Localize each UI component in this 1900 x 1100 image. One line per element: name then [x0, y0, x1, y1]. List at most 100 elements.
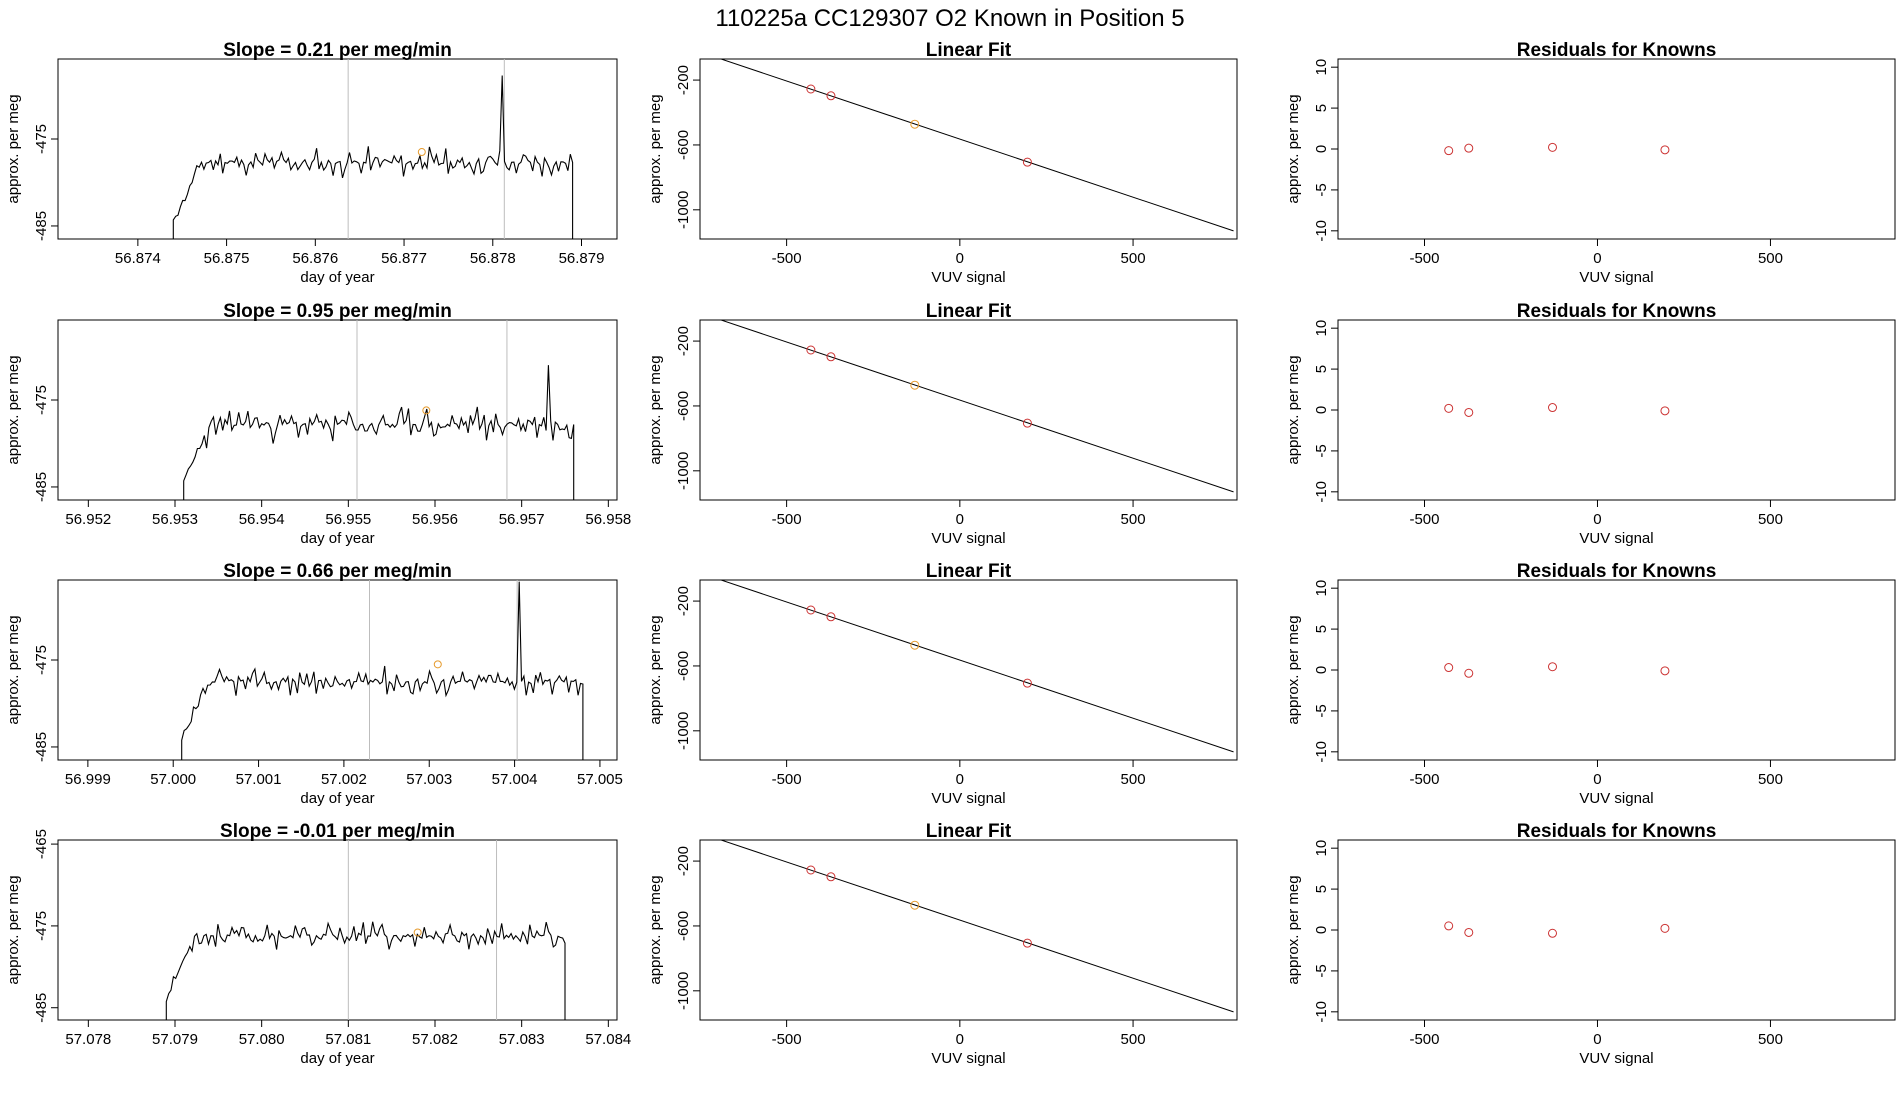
plot-area	[1444, 662, 1670, 678]
x-tick-label: 57.083	[499, 1031, 545, 1048]
known-point	[826, 352, 836, 362]
known-point	[1022, 418, 1032, 428]
known-point	[1547, 928, 1557, 938]
plot-title: Linear Fit	[926, 301, 1012, 322]
y-axis-label: approx. per meg	[647, 615, 664, 724]
x-axis-label: day of year	[300, 530, 374, 547]
x-tick-label: 56.879	[559, 250, 605, 267]
x-tick-label: 57.082	[412, 1031, 458, 1048]
y-tick-label: -200	[675, 65, 692, 95]
known-point	[1547, 142, 1557, 152]
plot-title: Slope = 0.95 per meg/min	[223, 301, 452, 322]
y-axis-label: approx. per meg	[5, 355, 22, 464]
x-tick-label: 500	[1121, 250, 1146, 267]
plot-title: Residuals for Knowns	[1517, 561, 1717, 582]
known-point	[806, 345, 816, 355]
y-tick-label: -5	[1313, 444, 1330, 457]
panel-fit-row-2: Linear Fit -500 0 500 -1000 -600 -200 VUV signa…	[647, 301, 1238, 547]
x-tick-label: 57.005	[577, 771, 623, 788]
y-tick-label: -475	[33, 124, 50, 154]
x-tick-label: 57.001	[236, 771, 282, 788]
x-tick-label: 0	[956, 511, 964, 528]
x-tick-label: 56.999	[65, 771, 111, 788]
x-tick-label: 500	[1758, 250, 1783, 267]
panel-fit-row-4: Linear Fit -500 0 500 -1000 -600 -200 VUV signa…	[647, 821, 1238, 1067]
y-tick-label: 10	[1313, 580, 1330, 597]
plot-frame	[57, 319, 618, 501]
known-point	[1660, 406, 1670, 416]
plot-title: Linear Fit	[926, 821, 1012, 842]
x-tick-label: 56.956	[412, 511, 458, 528]
panel-drift-row-3: Slope = 0.66 per meg/min 56.999 57.000 57.0…	[5, 561, 623, 807]
x-tick-label: 56.952	[65, 511, 111, 528]
plot-frame	[699, 319, 1238, 501]
page-title: 110225a CC129307 O2 Known in Position 5	[715, 5, 1184, 32]
plot-area	[183, 320, 575, 500]
x-tick-label: 0	[1593, 250, 1601, 267]
y-tick-label: 5	[1313, 885, 1330, 893]
y-tick-label: -465	[33, 829, 50, 859]
x-tick-label: 500	[1758, 1031, 1783, 1048]
x-tick-label: 500	[1758, 771, 1783, 788]
y-tick-label: -600	[675, 651, 692, 681]
plot-frame	[1337, 579, 1896, 761]
plot-area	[719, 840, 1234, 1013]
plot-area	[172, 59, 574, 239]
x-axis-label: VUV signal	[931, 790, 1005, 807]
sample-marker	[413, 928, 422, 937]
plot-area	[719, 320, 1234, 493]
y-tick-label: -485	[33, 993, 50, 1023]
known-point	[1464, 407, 1474, 417]
x-tick-label: 500	[1121, 771, 1146, 788]
sample-point	[910, 900, 920, 910]
y-axis-label: approx. per meg	[5, 94, 22, 203]
x-tick-label: 56.953	[152, 511, 198, 528]
x-tick-label: 56.955	[325, 511, 371, 528]
y-tick-label: -10	[1313, 220, 1330, 242]
x-tick-label: 57.079	[152, 1031, 198, 1048]
plot-frame	[57, 58, 618, 240]
plot-area	[1444, 403, 1670, 417]
y-tick-label: 10	[1313, 320, 1330, 337]
y-tick-label: 0	[1313, 666, 1330, 674]
x-axis-label: day of year	[300, 1050, 374, 1067]
x-tick-label: -500	[772, 511, 802, 528]
known-point	[1464, 927, 1474, 937]
plot-title: Linear Fit	[926, 40, 1012, 61]
x-tick-label: 57.004	[492, 771, 538, 788]
y-tick-label: -200	[675, 326, 692, 356]
x-axis-label: VUV signal	[1579, 790, 1653, 807]
y-tick-label: -10	[1313, 741, 1330, 763]
plot-title: Slope = 0.66 per meg/min	[223, 561, 452, 582]
y-tick-label: -475	[33, 911, 50, 941]
known-point	[1660, 666, 1670, 676]
sample-marker	[417, 148, 426, 157]
plot-area	[181, 580, 584, 760]
y-axis-label: approx. per meg	[647, 875, 664, 984]
y-axis-label: approx. per meg	[647, 355, 664, 464]
fit-line	[719, 59, 1234, 232]
x-tick-label: 56.874	[115, 250, 161, 267]
fit-line	[719, 320, 1234, 493]
y-tick-label: 5	[1313, 365, 1330, 373]
x-tick-label: 57.002	[321, 771, 367, 788]
y-tick-label: 10	[1313, 59, 1330, 76]
fit-line	[719, 580, 1234, 753]
x-tick-label: 57.080	[239, 1031, 285, 1048]
data-series-line	[165, 921, 566, 1020]
plot-frame	[1337, 58, 1896, 240]
x-tick-label: -500	[1409, 511, 1439, 528]
x-tick-label: 500	[1121, 1031, 1146, 1048]
panel-drift-row-2: Slope = 0.95 per meg/min 56.952 56.953 56.9…	[5, 301, 631, 547]
plot-frame	[57, 579, 618, 761]
plot-frame	[699, 839, 1238, 1021]
sample-marker	[422, 406, 431, 415]
known-point	[1547, 662, 1557, 672]
data-series-line	[172, 75, 574, 239]
y-axis-label: approx. per meg	[1285, 875, 1302, 984]
y-tick-label: 0	[1313, 145, 1330, 153]
x-axis-label: day of year	[300, 269, 374, 286]
x-axis-label: VUV signal	[931, 269, 1005, 286]
y-tick-label: -475	[33, 645, 50, 675]
